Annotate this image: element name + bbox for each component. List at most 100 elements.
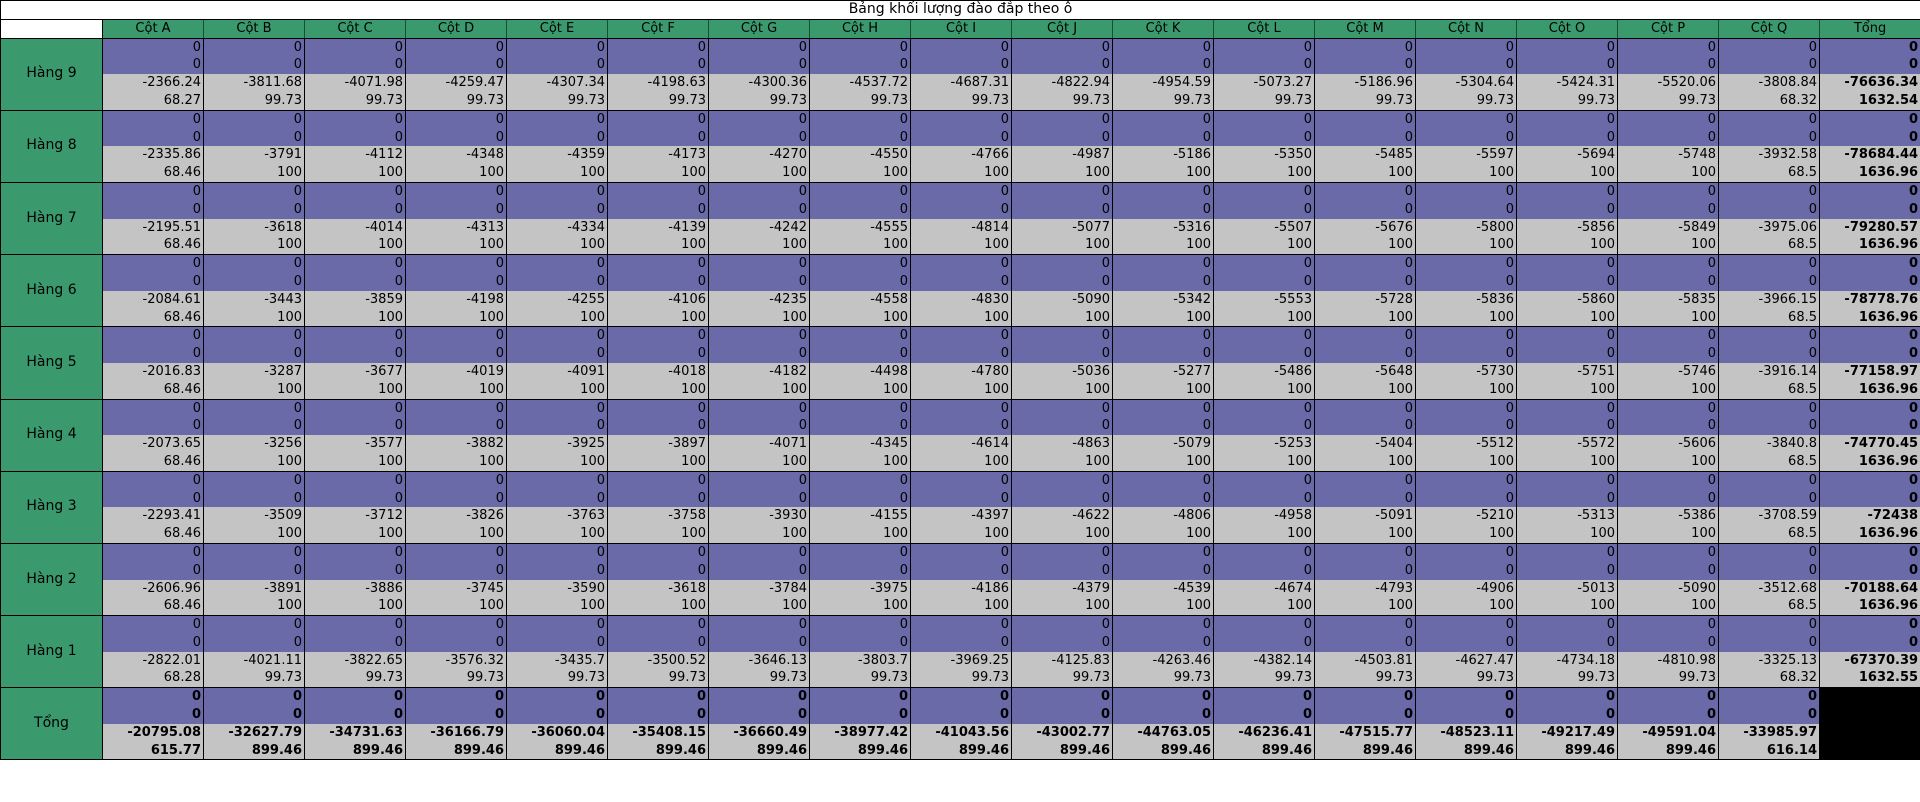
cut-volume-cell[interactable]: -3758 xyxy=(607,507,709,526)
fill-volume-cell[interactable]: 0 xyxy=(102,181,204,201)
fill-volume-total-cell[interactable]: 0 xyxy=(1818,345,1920,363)
cut-volume-cell[interactable]: -4814 xyxy=(910,218,1012,237)
fill-volume-cell[interactable]: 0 xyxy=(708,109,810,129)
fill-volume-cell[interactable]: 0 xyxy=(1718,109,1820,129)
fill-volume-cell[interactable]: 0 xyxy=(1314,326,1416,346)
fill-volume-cell[interactable]: 0 xyxy=(102,109,204,129)
fill-volume-cell[interactable]: 0 xyxy=(405,254,507,273)
cut-volume-cell[interactable]: -2084.61 xyxy=(102,290,204,309)
area-cell[interactable]: 100 xyxy=(809,164,911,183)
area-cell[interactable]: 99.73 xyxy=(1314,669,1416,689)
cut-volume-cell[interactable]: -3500.52 xyxy=(607,651,709,670)
fill-volume-cell[interactable]: 0 xyxy=(1617,633,1719,652)
fill-volume-cell[interactable]: 0 xyxy=(506,398,608,418)
cut-volume-cell[interactable]: -4198 xyxy=(405,290,507,309)
fill-volume-cell[interactable]: 0 xyxy=(1011,345,1113,363)
fill-volume-cell[interactable]: 0 xyxy=(910,470,1012,490)
cut-volume-cell[interactable]: -3916.14 xyxy=(1718,362,1820,381)
area-cell[interactable]: 615.77 xyxy=(102,741,204,761)
area-cell[interactable]: 99.73 xyxy=(506,669,608,689)
fill-volume-cell[interactable]: 0 xyxy=(102,633,204,652)
fill-volume-cell[interactable]: 0 xyxy=(910,633,1012,652)
fill-volume-cell[interactable]: 0 xyxy=(1213,633,1315,652)
fill-volume-cell[interactable]: 0 xyxy=(1516,542,1618,562)
cut-volume-cell[interactable]: -46236.41 xyxy=(1213,723,1315,742)
cut-volume-cell[interactable]: -4780 xyxy=(910,362,1012,381)
area-cell[interactable]: 100 xyxy=(405,380,507,400)
fill-volume-cell[interactable]: 0 xyxy=(506,181,608,201)
fill-volume-cell[interactable]: 0 xyxy=(203,272,305,291)
area-total-cell[interactable]: 1636.96 xyxy=(1818,380,1920,400)
fill-volume-cell[interactable]: 0 xyxy=(203,345,305,363)
fill-volume-cell[interactable]: 0 xyxy=(1415,470,1517,490)
cut-volume-cell[interactable]: -4555 xyxy=(809,218,911,237)
fill-volume-cell[interactable]: 0 xyxy=(1213,489,1315,508)
column-header[interactable]: Cột D xyxy=(405,18,507,39)
area-cell[interactable]: 99.73 xyxy=(1516,669,1618,689)
area-cell[interactable]: 100 xyxy=(708,164,810,183)
area-cell[interactable]: 100 xyxy=(1011,380,1113,400)
area-cell[interactable]: 100 xyxy=(910,308,1012,328)
fill-volume-cell[interactable]: 0 xyxy=(1516,200,1618,219)
fill-volume-cell[interactable]: 0 xyxy=(405,181,507,201)
cut-volume-cell[interactable]: -3891 xyxy=(203,579,305,598)
fill-volume-cell[interactable]: 0 xyxy=(203,687,305,707)
fill-volume-cell[interactable]: 0 xyxy=(304,254,406,273)
cut-volume-cell[interactable]: -4198.63 xyxy=(607,74,709,92)
cut-volume-cell[interactable]: -5304.64 xyxy=(1415,74,1517,92)
fill-volume-cell[interactable]: 0 xyxy=(809,561,911,580)
fill-volume-cell[interactable]: 0 xyxy=(1516,489,1618,508)
area-cell[interactable]: 100 xyxy=(506,308,608,328)
fill-volume-cell[interactable]: 0 xyxy=(1011,417,1113,436)
cut-volume-cell[interactable]: -4906 xyxy=(1415,579,1517,598)
cut-volume-cell[interactable]: -5186.96 xyxy=(1314,74,1416,92)
cut-volume-cell[interactable]: -2366.24 xyxy=(102,74,204,92)
fill-volume-cell[interactable]: 0 xyxy=(405,56,507,75)
fill-volume-cell[interactable]: 0 xyxy=(1718,181,1820,201)
fill-volume-cell[interactable]: 0 xyxy=(1112,128,1214,147)
fill-volume-cell[interactable]: 0 xyxy=(203,200,305,219)
area-cell[interactable]: 100 xyxy=(304,597,406,617)
area-cell[interactable]: 100 xyxy=(1213,597,1315,617)
area-cell[interactable]: 899.46 xyxy=(1415,741,1517,761)
fill-volume-cell[interactable]: 0 xyxy=(405,326,507,346)
cut-volume-cell[interactable]: -3708.59 xyxy=(1718,507,1820,526)
grand-total-blank-cell[interactable] xyxy=(1818,687,1920,761)
fill-volume-cell[interactable]: 0 xyxy=(910,181,1012,201)
cut-volume-cell[interactable]: -47515.77 xyxy=(1314,723,1416,742)
area-cell[interactable]: 99.73 xyxy=(1314,91,1416,111)
cut-volume-cell[interactable]: -5849 xyxy=(1617,218,1719,237)
fill-volume-cell[interactable]: 0 xyxy=(1516,128,1618,147)
cut-volume-cell[interactable]: -4345 xyxy=(809,435,911,453)
cut-volume-cell[interactable]: -4498 xyxy=(809,362,911,381)
area-cell[interactable]: 68.46 xyxy=(102,164,204,183)
area-total-cell[interactable]: 1636.96 xyxy=(1818,525,1920,544)
fill-volume-cell[interactable]: 0 xyxy=(1718,489,1820,508)
fill-volume-cell[interactable]: 0 xyxy=(910,542,1012,562)
cut-volume-cell[interactable]: -3512.68 xyxy=(1718,579,1820,598)
area-cell[interactable]: 899.46 xyxy=(809,741,911,761)
fill-volume-cell[interactable]: 0 xyxy=(708,37,810,57)
cut-volume-total-cell[interactable]: -74770.45 xyxy=(1818,435,1920,453)
fill-volume-cell[interactable]: 0 xyxy=(708,470,810,490)
fill-volume-cell[interactable]: 0 xyxy=(1112,109,1214,129)
cut-volume-cell[interactable]: -5277 xyxy=(1112,362,1214,381)
fill-volume-cell[interactable]: 0 xyxy=(1314,398,1416,418)
fill-volume-cell[interactable]: 0 xyxy=(1112,200,1214,219)
area-cell[interactable]: 68.28 xyxy=(102,669,204,689)
area-cell[interactable]: 100 xyxy=(1011,452,1113,472)
column-header[interactable]: Cột G xyxy=(708,18,810,39)
cut-volume-cell[interactable]: -5186 xyxy=(1112,146,1214,165)
fill-volume-cell[interactable]: 0 xyxy=(1718,561,1820,580)
fill-volume-cell[interactable]: 0 xyxy=(1718,470,1820,490)
fill-volume-cell[interactable]: 0 xyxy=(809,470,911,490)
area-cell[interactable]: 99.73 xyxy=(1415,91,1517,111)
area-cell[interactable]: 100 xyxy=(304,236,406,256)
column-header[interactable]: Cột P xyxy=(1617,18,1719,39)
fill-volume-cell[interactable]: 0 xyxy=(405,37,507,57)
area-total-cell[interactable]: 1636.96 xyxy=(1818,236,1920,256)
fill-volume-cell[interactable]: 0 xyxy=(1011,181,1113,201)
cut-volume-cell[interactable]: -4863 xyxy=(1011,435,1113,453)
fill-volume-cell[interactable]: 0 xyxy=(1314,633,1416,652)
area-cell[interactable]: 68.32 xyxy=(1718,91,1820,111)
